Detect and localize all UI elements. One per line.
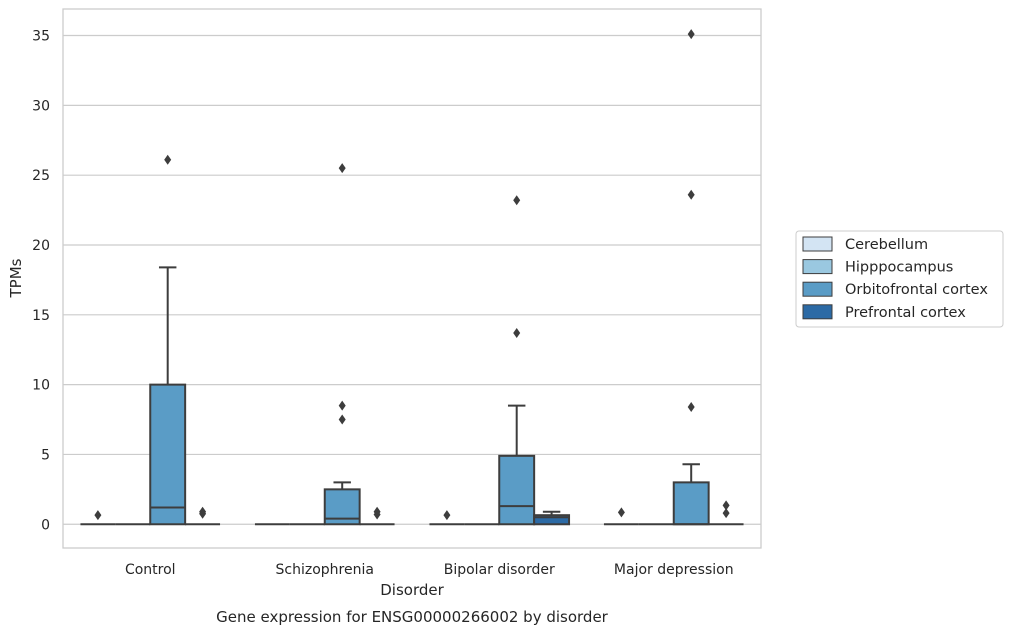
x-tick-labels: Control Schizophrenia Bipolar disorder Majo…: [125, 562, 734, 578]
y-axis-label: TPMs: [7, 258, 25, 298]
outlier-point: [513, 327, 521, 338]
box-orbitofrontal-cortex: [323, 163, 361, 526]
outlier-point: [338, 414, 346, 425]
box-prefrontal-cortex: [359, 506, 395, 526]
outlier-point: [687, 29, 695, 40]
x-tick-label: Control: [125, 562, 176, 578]
y-tick-label: 0: [41, 517, 50, 533]
x-tick-label: Major depression: [614, 562, 734, 578]
box-body: [498, 454, 536, 526]
box-prefrontal-cortex: [185, 506, 221, 526]
y-tick-label: 25: [32, 168, 50, 184]
outlier-point: [617, 507, 625, 518]
x-tick-label: Bipolar disorder: [444, 562, 555, 578]
box-prefrontal-cortex: [708, 500, 744, 526]
y-tick-label: 20: [32, 238, 50, 254]
y-tick-label: 10: [32, 378, 50, 394]
box-cerebellum: [80, 510, 116, 526]
outlier-point: [687, 189, 695, 200]
legend-swatch: [802, 259, 833, 275]
x-axis-label: Disorder: [380, 581, 444, 599]
outlier-point: [94, 510, 102, 521]
legend-swatch: [802, 304, 833, 320]
box-cerebellum: [603, 507, 639, 526]
legend: Cerebellum Hipppocampus Orbitofrontal cort…: [795, 230, 1004, 328]
outlier-point: [373, 506, 381, 517]
outlier-point: [338, 163, 346, 174]
boxes: [80, 29, 744, 526]
outlier-point: [199, 506, 207, 517]
box-orbitofrontal-cortex: [149, 154, 187, 526]
legend-label: Prefrontal cortex: [845, 305, 966, 321]
box-cerebellum: [429, 510, 465, 526]
outlier-point: [443, 510, 451, 521]
legend-swatch: [802, 236, 833, 252]
box-body: [672, 481, 710, 526]
plot-frame: [62, 8, 762, 549]
legend-frame: [795, 230, 1004, 328]
box-body: [149, 383, 187, 526]
y-tick-labels: 0 5 10 15 20 25 30 35: [32, 29, 50, 534]
outlier-point: [513, 195, 521, 206]
y-tick-label: 5: [41, 447, 50, 463]
chart-caption: Gene expression for ENSG00000266002 by d…: [216, 608, 609, 626]
y-tick-label: 35: [32, 29, 50, 45]
outlier-point: [687, 401, 695, 412]
outlier-point: [338, 400, 346, 411]
box-prefrontal-cortex: [533, 510, 571, 526]
y-tick-label: 15: [32, 308, 50, 324]
box-orbitofrontal-cortex: [672, 29, 710, 526]
outlier-point: [722, 500, 730, 511]
box-orbitofrontal-cortex: [498, 195, 536, 526]
legend-label: Cerebellum: [845, 237, 928, 253]
legend-label: Hipppocampus: [845, 260, 953, 276]
legend-label: Orbitofrontal cortex: [845, 282, 988, 298]
legend-swatch: [802, 281, 833, 297]
outlier-point: [164, 154, 172, 165]
outlier-point: [722, 508, 730, 519]
x-tick-label: Schizophrenia: [276, 562, 374, 578]
box-body: [533, 514, 571, 526]
y-tick-label: 30: [32, 98, 50, 114]
